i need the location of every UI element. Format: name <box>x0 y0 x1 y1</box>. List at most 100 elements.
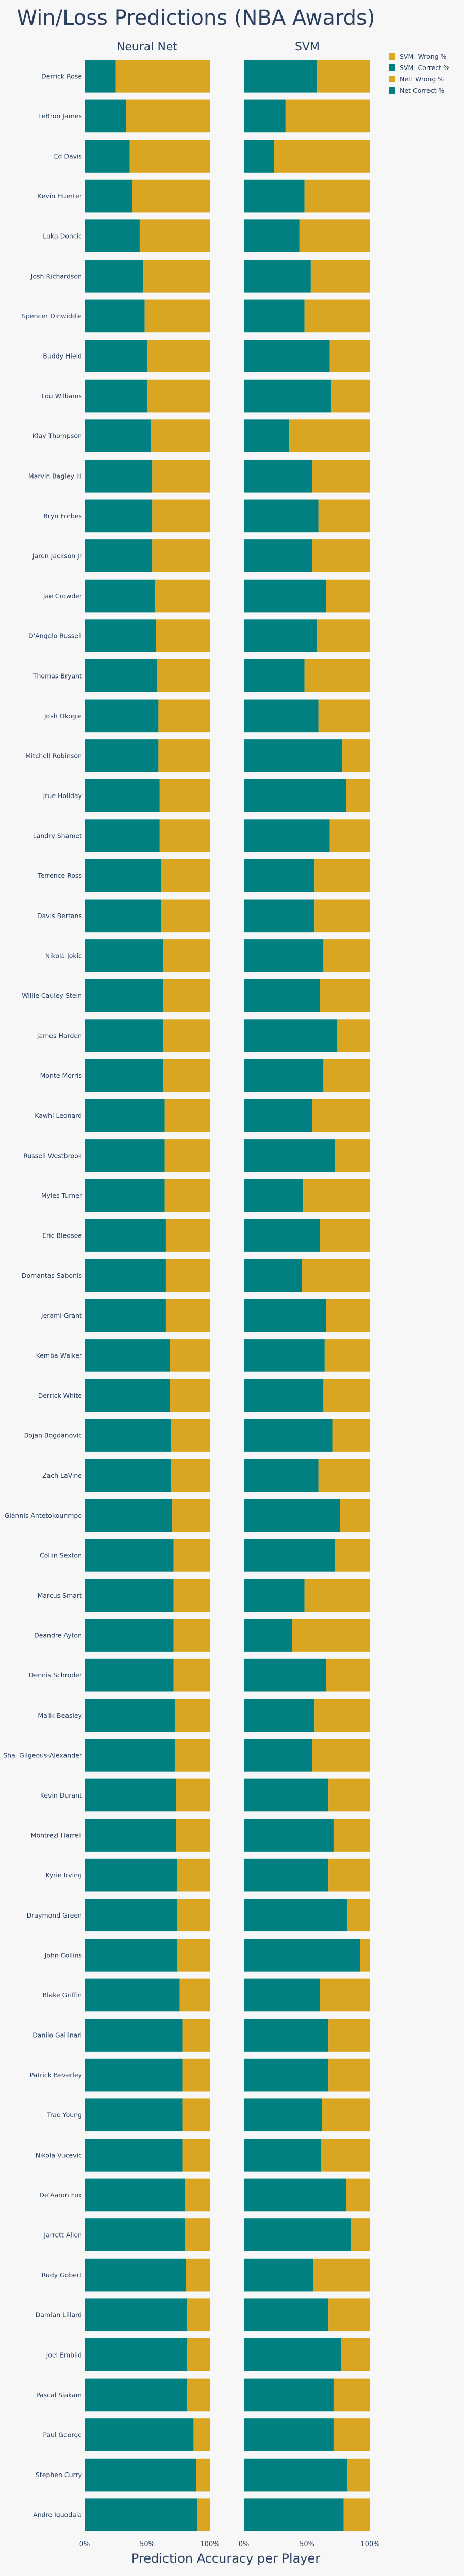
net-correct-bar <box>85 1499 173 1532</box>
svm-wrong-bar <box>323 939 370 972</box>
net-wrong-bar <box>176 1778 210 1812</box>
net-correct-bar <box>85 2458 196 2492</box>
svm-correct-bar <box>244 1459 319 1492</box>
net-wrong-bar <box>172 1499 210 1532</box>
net-correct-bar <box>85 59 116 93</box>
svm-correct-bar <box>244 219 300 253</box>
panel-title-svm: SVM <box>295 41 320 54</box>
svm-wrong-bar <box>347 2458 370 2492</box>
svm-correct-bar <box>244 1858 329 1892</box>
y-tick-label: Bryn Forbes <box>43 512 82 520</box>
net-correct-bar <box>85 340 147 372</box>
net-correct-bar <box>85 979 164 1012</box>
svm-wrong-bar <box>329 819 370 852</box>
svm-wrong-bar <box>321 2139 370 2172</box>
net-wrong-bar <box>185 2178 210 2212</box>
y-tick-label: Patrick Beverley <box>30 2071 82 2079</box>
net-correct-bar <box>85 1899 177 1932</box>
svm-correct-bar <box>244 1739 312 1772</box>
net-wrong-bar <box>185 2218 210 2251</box>
net-correct-bar <box>85 1059 164 1092</box>
svm-wrong-bar <box>347 1899 370 1932</box>
y-tick-label: Russell Westbrook <box>23 1151 82 1159</box>
svm-correct-bar <box>244 259 311 293</box>
net-correct-bar <box>85 859 161 892</box>
y-tick-label: Zach LaVine <box>42 1471 82 1479</box>
svm-correct-bar <box>244 2178 346 2212</box>
net-correct-bar <box>85 1419 171 1452</box>
y-tick-label: Stephen Curry <box>36 2471 82 2479</box>
svm-wrong-bar <box>326 1299 370 1332</box>
svm-correct-bar <box>244 699 319 733</box>
svm-correct-bar <box>244 1259 302 1292</box>
net-correct-bar <box>85 1939 177 1972</box>
svm-correct-bar <box>244 2258 313 2292</box>
svm-wrong-bar <box>333 2418 370 2451</box>
net-correct-bar <box>85 1019 164 1052</box>
net-wrong-bar <box>170 1339 210 1372</box>
svm-correct-bar <box>244 939 324 972</box>
net-wrong-bar <box>170 1379 210 1412</box>
svm-wrong-bar <box>314 859 370 892</box>
chart-title: Win/Loss Predictions (NBA Awards) <box>17 6 375 30</box>
y-tick-label: Derrick Rose <box>41 72 82 80</box>
svm-correct-bar <box>244 499 319 533</box>
svm-wrong-bar <box>312 1739 370 1772</box>
net-correct-bar <box>85 499 153 533</box>
svm-correct-bar <box>244 1179 304 1212</box>
y-tick-label: Willie Cauley-Stein <box>22 992 82 999</box>
net-wrong-bar <box>171 1459 210 1492</box>
svm-wrong-bar <box>312 539 370 572</box>
svm-correct-bar <box>244 1019 338 1052</box>
y-tick-label: Lou Williams <box>41 392 82 400</box>
legend-label: SVM: Correct % <box>400 64 450 72</box>
svm-correct-bar <box>244 1778 329 1812</box>
net-wrong-bar <box>132 179 210 213</box>
y-tick-label: Jaren Jackson Jr <box>32 552 82 560</box>
x-axis-ticks: 0% 50% 100% 0% 50% 100% <box>79 2540 380 2548</box>
net-wrong-bar <box>139 219 210 253</box>
svm-correct-bar <box>244 739 343 772</box>
net-correct-bar <box>85 2298 188 2332</box>
x-tick-label: 50% <box>140 2540 155 2548</box>
svm-wrong-bar <box>328 2298 370 2332</box>
svm-wrong-bar <box>346 779 370 812</box>
y-tick-label: Luka Doncic <box>43 232 82 240</box>
y-tick-label: Trae Young <box>46 2111 82 2119</box>
y-tick-label: Paul George <box>43 2431 82 2439</box>
net-correct-bar <box>85 699 159 733</box>
svm-correct-bar <box>244 1419 333 1452</box>
net-correct-bar <box>85 2098 183 2132</box>
svm-correct-bar <box>244 2338 341 2371</box>
y-tick-label: Jarrett Allen <box>43 2231 82 2239</box>
net-wrong-bar <box>163 1059 210 1092</box>
svm-wrong-bar <box>360 1939 370 1972</box>
net-wrong-bar <box>182 2139 210 2172</box>
svm-wrong-bar <box>304 179 370 213</box>
svm-correct-bar <box>244 340 330 372</box>
svm-correct-bar <box>244 2139 321 2172</box>
svm-correct-bar <box>244 140 274 173</box>
svm-wrong-bar <box>318 1459 370 1492</box>
net-wrong-bar <box>161 859 210 892</box>
svm-wrong-bar <box>320 1978 370 2012</box>
svm-correct-bar <box>244 1539 335 1572</box>
y-tick-label: Domantas Sabonis <box>22 1272 82 1279</box>
y-tick-label: Nikola Jokic <box>45 952 82 959</box>
net-correct-bar <box>85 419 151 452</box>
y-tick-label: Kevin Durant <box>40 1791 82 1799</box>
net-wrong-bar <box>152 459 210 493</box>
y-tick-label: Derrick White <box>38 1392 82 1399</box>
net-wrong-bar <box>126 99 210 133</box>
svm-correct-bar <box>244 2019 329 2052</box>
net-correct-bar <box>85 539 153 572</box>
svm-correct-bar <box>244 859 315 892</box>
y-axis-labels: Derrick Rose LeBron James Ed Davis Kevin Hu… <box>3 72 82 2518</box>
y-tick-label: Rudy Gobert <box>42 2271 82 2279</box>
svm-wrong-bar <box>310 259 370 293</box>
net-wrong-bar <box>159 779 210 812</box>
net-correct-bar <box>85 1658 174 1692</box>
net-wrong-bar <box>161 899 210 933</box>
net-correct-bar <box>85 2338 188 2371</box>
svm-correct-bar <box>244 2098 322 2132</box>
